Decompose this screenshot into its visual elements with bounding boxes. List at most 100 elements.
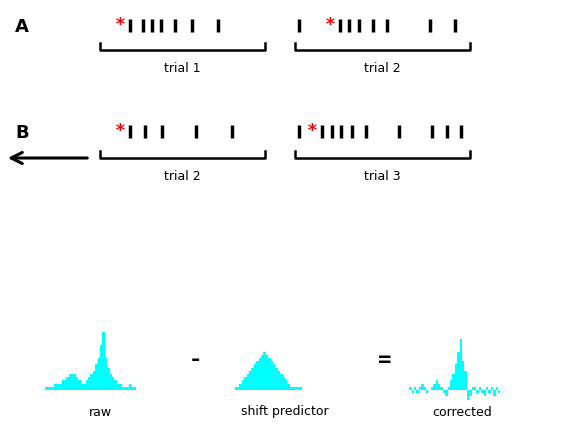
- Bar: [237, 387, 239, 390]
- Text: trial 2: trial 2: [164, 169, 201, 182]
- Bar: [90, 374, 93, 390]
- Bar: [268, 358, 271, 390]
- Bar: [100, 345, 102, 390]
- Bar: [261, 355, 264, 390]
- Bar: [292, 387, 294, 390]
- Bar: [481, 390, 484, 393]
- Bar: [424, 387, 426, 390]
- Bar: [47, 387, 49, 390]
- Bar: [93, 371, 95, 390]
- Bar: [285, 380, 288, 390]
- Bar: [73, 374, 76, 390]
- Bar: [54, 383, 57, 390]
- Bar: [88, 377, 90, 390]
- Bar: [126, 387, 129, 390]
- Text: =: =: [378, 350, 392, 370]
- Bar: [57, 383, 59, 390]
- Bar: [280, 374, 283, 390]
- Bar: [115, 380, 117, 390]
- Bar: [254, 364, 256, 390]
- Bar: [484, 390, 486, 396]
- Bar: [419, 387, 421, 390]
- Bar: [249, 371, 251, 390]
- Bar: [294, 387, 297, 390]
- Bar: [76, 377, 79, 390]
- Bar: [435, 380, 438, 390]
- Text: *: *: [115, 122, 126, 140]
- Bar: [290, 387, 292, 390]
- Text: shift predictor: shift predictor: [241, 405, 329, 418]
- Bar: [297, 387, 299, 390]
- Bar: [107, 368, 109, 390]
- Bar: [271, 361, 273, 390]
- Bar: [464, 371, 467, 390]
- Bar: [467, 390, 469, 400]
- Bar: [256, 361, 258, 390]
- Bar: [441, 387, 443, 390]
- Bar: [409, 387, 411, 390]
- Bar: [124, 387, 126, 390]
- Bar: [438, 383, 441, 390]
- Bar: [83, 383, 86, 390]
- Bar: [477, 390, 479, 393]
- Text: B: B: [15, 124, 29, 142]
- Bar: [474, 387, 477, 390]
- Bar: [79, 380, 81, 390]
- Bar: [235, 387, 237, 390]
- Bar: [486, 387, 488, 390]
- Bar: [450, 380, 452, 390]
- Bar: [416, 390, 419, 393]
- Text: trial 2: trial 2: [364, 61, 401, 74]
- Bar: [242, 380, 244, 390]
- Bar: [122, 387, 124, 390]
- Text: corrected: corrected: [432, 405, 492, 418]
- Text: *: *: [325, 16, 335, 34]
- Bar: [273, 364, 275, 390]
- Bar: [278, 371, 280, 390]
- Bar: [98, 358, 100, 390]
- Bar: [433, 383, 435, 390]
- Bar: [251, 368, 254, 390]
- Bar: [264, 352, 266, 390]
- Bar: [496, 387, 498, 390]
- Bar: [244, 377, 247, 390]
- Bar: [460, 339, 462, 390]
- Text: raw: raw: [88, 405, 112, 418]
- Bar: [49, 387, 52, 390]
- Text: *: *: [115, 16, 126, 34]
- Bar: [109, 374, 112, 390]
- Text: trial 3: trial 3: [364, 169, 401, 182]
- Bar: [452, 374, 455, 390]
- Text: *: *: [307, 122, 317, 140]
- Text: -: -: [189, 350, 202, 370]
- Bar: [62, 380, 64, 390]
- Bar: [471, 387, 474, 390]
- Bar: [299, 387, 302, 390]
- Bar: [457, 352, 460, 390]
- Bar: [445, 390, 448, 396]
- Bar: [86, 380, 88, 390]
- Bar: [414, 387, 416, 390]
- Bar: [71, 374, 73, 390]
- Text: A: A: [15, 18, 29, 36]
- Bar: [45, 387, 47, 390]
- Bar: [491, 387, 493, 390]
- Bar: [283, 377, 285, 390]
- Bar: [105, 358, 107, 390]
- Bar: [95, 364, 98, 390]
- Bar: [59, 383, 62, 390]
- Bar: [431, 387, 433, 390]
- Bar: [258, 358, 261, 390]
- Bar: [479, 387, 481, 390]
- Bar: [493, 390, 496, 396]
- Bar: [266, 355, 268, 390]
- Bar: [288, 383, 290, 390]
- Bar: [129, 383, 131, 390]
- Bar: [448, 387, 450, 390]
- Bar: [81, 383, 83, 390]
- Bar: [498, 390, 501, 393]
- Bar: [117, 383, 119, 390]
- Bar: [119, 383, 122, 390]
- Bar: [64, 380, 66, 390]
- Bar: [462, 361, 464, 390]
